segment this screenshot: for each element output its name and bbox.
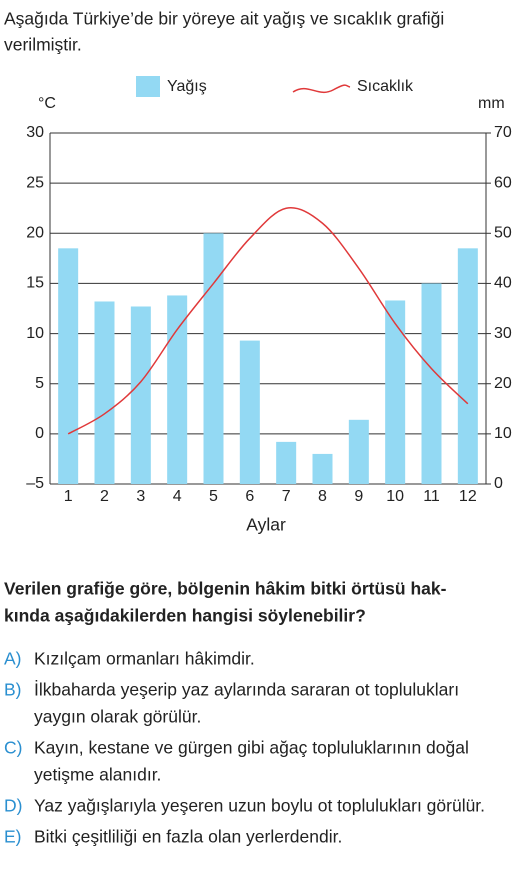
x-tick-label: 9 xyxy=(354,488,363,505)
option-text: İlkbaharda yeşerip yaz aylarında sararan… xyxy=(34,680,459,700)
option-letter: E) xyxy=(4,827,22,847)
bar xyxy=(94,301,115,484)
y-tick-label: 25 xyxy=(26,174,44,191)
y2-tick-label: 0 xyxy=(494,475,503,492)
x-tick-label: 5 xyxy=(209,488,218,505)
question-text: kında aşağıdakilerden hangisi söylenebil… xyxy=(4,606,366,626)
y2-tick-label: 10 xyxy=(494,425,512,442)
option-letter: B) xyxy=(4,680,22,700)
x-tick-label: 10 xyxy=(386,488,404,505)
y-tick-label: 30 xyxy=(26,124,44,141)
y-tick-label: 20 xyxy=(26,225,44,242)
y2-tick-label: 70 xyxy=(494,124,512,141)
y-tick-label: 15 xyxy=(26,275,44,292)
x-tick-label: 4 xyxy=(173,488,182,505)
y-tick-label: 5 xyxy=(35,375,44,392)
x-tick-label: 12 xyxy=(459,488,477,505)
bar xyxy=(239,340,260,484)
x-tick-label: 11 xyxy=(423,488,440,505)
bar xyxy=(203,233,224,484)
x-tick-label: 1 xyxy=(64,488,73,505)
bar xyxy=(130,306,151,484)
x-tick-label: 6 xyxy=(245,488,254,505)
x-tick-label: 7 xyxy=(282,488,291,505)
question-text: Verilen grafiğe göre, bölgenin hâkim bit… xyxy=(4,579,447,599)
legend-label: Sıcaklık xyxy=(357,78,414,95)
bar xyxy=(348,419,369,484)
option-text: Kayın, kestane ve gürgen gibi ağaç toplu… xyxy=(34,738,469,758)
bar xyxy=(58,248,79,484)
y2-tick-label: 60 xyxy=(494,174,512,191)
intro-text: verilmiştir. xyxy=(4,35,82,55)
y2-unit: mm xyxy=(478,95,505,112)
y-unit: °C xyxy=(38,95,56,112)
y-tick-label: 0 xyxy=(35,425,44,442)
y2-tick-label: 30 xyxy=(494,325,512,342)
option-letter: C) xyxy=(4,738,22,758)
bar xyxy=(385,300,406,484)
bar xyxy=(276,441,297,484)
option-text: Yaz yağışlarıyla yeşeren uzun boylu ot t… xyxy=(34,796,485,816)
option-letter: D) xyxy=(4,796,22,816)
option-text: yaygın olarak görülür. xyxy=(34,707,201,727)
x-tick-label: 8 xyxy=(318,488,327,505)
x-axis-title: Aylar xyxy=(246,515,286,535)
y-tick-label: –5 xyxy=(26,475,44,492)
y2-tick-label: 50 xyxy=(494,225,512,242)
legend-label: Yağış xyxy=(167,78,207,95)
y2-tick-label: 20 xyxy=(494,375,512,392)
bar xyxy=(312,453,333,484)
bar xyxy=(421,283,442,484)
legend-swatch xyxy=(136,76,160,97)
legend-swatch xyxy=(292,84,351,94)
option-text: Bitki çeşitliliği en fazla olan yerlerde… xyxy=(34,827,342,847)
x-tick-label: 2 xyxy=(100,488,109,505)
y2-tick-label: 40 xyxy=(494,275,512,292)
y-tick-label: 10 xyxy=(26,325,44,342)
option-text: yetişme alanıdır. xyxy=(34,765,161,785)
option-letter: A) xyxy=(4,649,22,669)
x-tick-label: 3 xyxy=(136,488,145,505)
bar xyxy=(457,248,478,484)
intro-text: Aşağıda Türkiye’de bir yöreye ait yağış … xyxy=(4,9,444,29)
option-text: Kızılçam ormanları hâkimdir. xyxy=(34,649,255,669)
bar xyxy=(167,295,188,484)
temperature-line xyxy=(67,206,469,435)
